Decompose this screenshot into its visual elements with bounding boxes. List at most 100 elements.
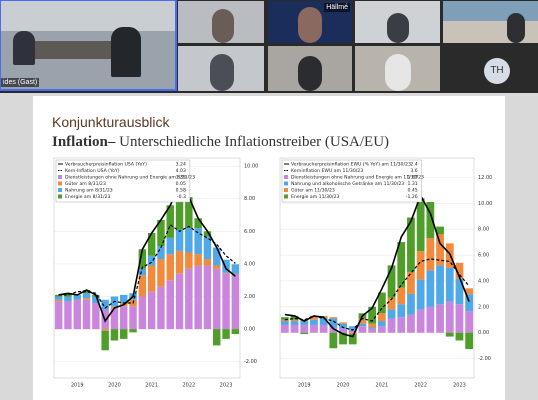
bar-segment: [436, 304, 444, 333]
bar-segment: [329, 332, 338, 349]
legend: Verbraucherpreisinflation USA (YoY) 3.24 K…: [55, 159, 195, 203]
bar-segment: [203, 231, 212, 237]
x-tick-label: 2023: [453, 383, 466, 389]
legend-value: 1.67: [407, 175, 417, 181]
video-tile[interactable]: [443, 1, 538, 43]
bar-segment: [445, 268, 454, 302]
y-tick-label: 6.00: [244, 229, 255, 235]
legend-label: Verbraucherpreisinflation USA (YoY): [65, 162, 147, 168]
participant-name: ides (Gast): [1, 78, 40, 87]
bar-segment: [92, 303, 100, 330]
bar-segment: [194, 218, 202, 229]
y-tick-label: 2.00: [244, 294, 255, 300]
title-bold: Inflation–: [52, 134, 116, 150]
legend-label: Nahrung und alkoholische Getränke am 11/…: [291, 181, 404, 187]
bar-segment: [358, 323, 367, 327]
bar-segment: [348, 330, 357, 333]
bar-segment: [339, 322, 347, 324]
bar-segment: [465, 294, 474, 312]
avatar[interactable]: TH: [484, 58, 510, 84]
bar-segment: [166, 205, 174, 238]
bar-segment: [290, 319, 299, 322]
legend-value: 2.4: [410, 162, 417, 168]
bar-segment: [129, 306, 137, 330]
video-tile-main[interactable]: ides (Gast): [0, 0, 177, 91]
bar-segment: [339, 328, 347, 333]
legend-box: [55, 159, 191, 203]
bar-segment: [358, 318, 367, 324]
bar-segment: [64, 293, 72, 297]
bar-segment: [407, 314, 415, 333]
x-tick-label: 2019: [298, 383, 311, 389]
y-tick-label: 10.00: [478, 201, 492, 207]
bar-segment: [377, 321, 386, 327]
bar-segment: [387, 265, 396, 298]
person: [111, 27, 141, 77]
legend-swatch: [58, 188, 62, 192]
video-tile[interactable]: [355, 46, 440, 91]
person: [507, 13, 525, 43]
legend-swatch: [284, 175, 288, 179]
bar-segment: [157, 219, 165, 246]
bar-segment: [147, 255, 156, 266]
bar-segment: [300, 324, 309, 333]
bar-segment: [82, 293, 91, 299]
bar-segment: [300, 321, 309, 325]
bar-segment: [54, 296, 63, 300]
bar-segment: [368, 328, 377, 333]
bar-segment: [175, 250, 184, 274]
video-tile[interactable]: [178, 1, 264, 43]
bar-segment: [82, 298, 91, 300]
y-tick-label: 0.00: [478, 330, 489, 336]
bar-segment: [138, 275, 147, 297]
legend-value: 1.31: [407, 181, 417, 187]
bar-segment: [231, 274, 240, 330]
bar-segment: [416, 279, 425, 310]
bar-segment: [120, 294, 128, 304]
bar-segment: [300, 332, 309, 334]
bar-segment: [92, 296, 100, 304]
bar-segment: [82, 290, 91, 294]
bar-segment: [54, 294, 63, 297]
bar-segment: [64, 296, 72, 302]
bar-segment: [54, 301, 63, 330]
legend-swatch: [284, 194, 288, 199]
legend-box: [281, 159, 422, 203]
bar-segment: [310, 317, 318, 320]
bar-segment: [138, 296, 147, 330]
bar-segment: [157, 259, 165, 287]
video-tile[interactable]: [268, 46, 352, 91]
video-tile[interactable]: [355, 1, 440, 43]
x-tick-label: 2022: [414, 383, 427, 389]
bar-segment: [138, 249, 147, 269]
person: [385, 54, 411, 91]
bar-segment: [290, 321, 299, 325]
bar-segment: [465, 288, 474, 295]
bar-segment: [387, 318, 396, 333]
bar-segment: [445, 301, 454, 333]
bar-segment: [222, 329, 230, 339]
video-tile[interactable]: Hällmé: [268, 1, 352, 43]
bar-segment: [147, 265, 156, 292]
video-tile[interactable]: [178, 46, 264, 91]
bar-segment: [129, 329, 137, 333]
person: [13, 31, 35, 65]
bar-segment: [319, 317, 328, 325]
legend-value: 3.35: [176, 175, 186, 181]
legend-swatch: [58, 194, 62, 199]
bar-segment: [147, 291, 156, 330]
bar-segment: [368, 306, 377, 324]
legend-swatch: [58, 175, 62, 179]
bar-segment: [175, 273, 184, 330]
y-tick-label: -2.00: [478, 356, 491, 362]
bar-segment: [185, 228, 193, 253]
bar-segment: [194, 254, 202, 266]
x-tick-label: 2022: [182, 383, 195, 389]
bar-segment: [64, 301, 72, 330]
bar-segment: [387, 309, 396, 319]
slide-kicker: Konjunkturausblick: [52, 114, 170, 130]
legend-swatch: [58, 181, 62, 186]
legend-value: 0.45: [407, 188, 417, 194]
bar-segment: [54, 299, 63, 302]
bar-segment: [120, 306, 128, 330]
